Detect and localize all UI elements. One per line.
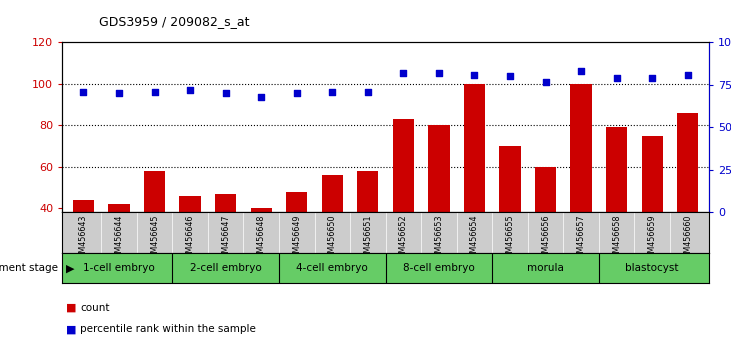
Point <box>398 70 409 76</box>
Text: GSM456654: GSM456654 <box>470 215 479 263</box>
Bar <box>428 125 450 212</box>
Bar <box>73 200 94 212</box>
Text: GSM456650: GSM456650 <box>327 215 337 263</box>
Text: blastocyst: blastocyst <box>626 263 679 273</box>
Bar <box>179 196 201 212</box>
Bar <box>499 146 520 212</box>
Point <box>327 89 338 95</box>
Text: GSM456648: GSM456648 <box>257 215 265 263</box>
Bar <box>357 171 379 212</box>
Point <box>539 79 551 84</box>
Bar <box>535 167 556 212</box>
Point <box>611 75 623 81</box>
Text: GSM456655: GSM456655 <box>506 215 515 263</box>
Text: ■: ■ <box>66 324 76 334</box>
Text: ▶: ▶ <box>66 263 75 273</box>
Point <box>682 72 694 78</box>
Bar <box>322 175 343 212</box>
Bar <box>144 171 165 212</box>
Text: 4-cell embryo: 4-cell embryo <box>296 263 368 273</box>
Text: GSM456658: GSM456658 <box>612 215 621 263</box>
Bar <box>677 113 698 212</box>
Point <box>220 91 232 96</box>
Point <box>469 72 480 78</box>
Bar <box>606 127 627 212</box>
Point <box>148 89 160 95</box>
Text: development stage: development stage <box>0 263 58 273</box>
Bar <box>286 192 308 212</box>
Bar <box>108 204 129 212</box>
Point <box>255 94 267 100</box>
Bar <box>393 119 414 212</box>
Text: ■: ■ <box>66 303 76 313</box>
Point <box>504 74 516 79</box>
Text: 1-cell embryo: 1-cell embryo <box>83 263 155 273</box>
Text: percentile rank within the sample: percentile rank within the sample <box>80 324 257 334</box>
Bar <box>463 84 485 212</box>
Text: GSM456647: GSM456647 <box>221 215 230 263</box>
Text: 2-cell embryo: 2-cell embryo <box>190 263 262 273</box>
Point <box>575 69 587 74</box>
Bar <box>642 136 663 212</box>
Text: GSM456649: GSM456649 <box>292 215 301 263</box>
Text: GDS3959 / 209082_s_at: GDS3959 / 209082_s_at <box>99 15 249 28</box>
Text: GSM456652: GSM456652 <box>399 215 408 263</box>
Text: 8-cell embryo: 8-cell embryo <box>403 263 475 273</box>
Text: GSM456646: GSM456646 <box>186 215 194 263</box>
Text: GSM456651: GSM456651 <box>363 215 372 263</box>
Text: count: count <box>80 303 110 313</box>
Point <box>646 75 658 81</box>
Bar <box>215 194 236 212</box>
Text: GSM456645: GSM456645 <box>150 215 159 263</box>
Text: GSM456660: GSM456660 <box>683 215 692 263</box>
Text: morula: morula <box>527 263 564 273</box>
Point <box>433 70 444 76</box>
Point <box>77 89 89 95</box>
Text: GSM456653: GSM456653 <box>434 215 444 263</box>
Point <box>184 87 196 93</box>
Bar <box>251 208 272 212</box>
Point <box>113 91 125 96</box>
Point <box>362 89 374 95</box>
Text: GSM456644: GSM456644 <box>115 215 124 263</box>
Text: GSM456643: GSM456643 <box>79 215 88 263</box>
Text: GSM456656: GSM456656 <box>541 215 550 263</box>
Point <box>291 91 303 96</box>
Text: GSM456659: GSM456659 <box>648 215 656 263</box>
Bar <box>570 84 592 212</box>
Text: GSM456657: GSM456657 <box>577 215 586 263</box>
